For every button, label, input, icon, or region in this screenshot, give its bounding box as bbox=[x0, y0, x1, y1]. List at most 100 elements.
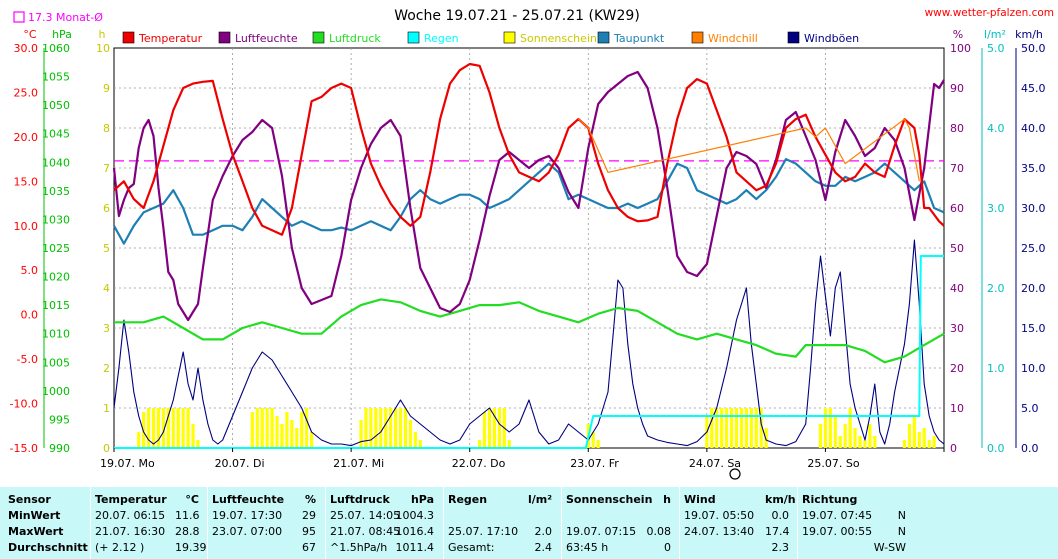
humidity-tick-label: 90 bbox=[950, 82, 964, 95]
stats-divider bbox=[443, 487, 444, 559]
stats-sun-time: 19.07. 07:15 bbox=[566, 525, 637, 538]
stats-wind-value: 17.4 bbox=[765, 525, 790, 538]
pressure-tick-label: 1020 bbox=[42, 271, 70, 284]
sunshine-bar bbox=[310, 432, 314, 448]
site-url[interactable]: www.wetter-pfalzen.com bbox=[925, 7, 1054, 19]
sunshine-bar bbox=[191, 424, 195, 448]
series-luftdruck bbox=[114, 298, 945, 364]
sunshine-bar bbox=[290, 420, 294, 448]
stats-press-value: 1004.3 bbox=[395, 509, 435, 522]
humidity-tick-label: 20 bbox=[950, 362, 964, 375]
sunshine-bar bbox=[146, 408, 151, 448]
sunshine-tick-label: 6 bbox=[103, 202, 110, 215]
stats-header-temp: Temperatur bbox=[95, 493, 167, 506]
pressure-tick-label: 1005 bbox=[42, 356, 70, 369]
legend-label: Windchill bbox=[708, 32, 758, 45]
legend-label: Taupunkt bbox=[613, 32, 665, 45]
sunshine-bar bbox=[369, 408, 373, 448]
pressure-tick-label: 1035 bbox=[42, 185, 70, 198]
x-tick-label: 23.07. Fr bbox=[570, 457, 619, 470]
sunshine-bar bbox=[161, 408, 166, 448]
stats-header-sensor: Sensor bbox=[8, 493, 51, 506]
legend-swatch bbox=[218, 31, 231, 44]
sunshine-bar bbox=[932, 436, 936, 448]
stats-dir-value: N bbox=[897, 525, 906, 538]
sunshine-bar bbox=[853, 428, 857, 448]
rain-tick-label: 0.0 bbox=[987, 442, 1005, 455]
sunshine-bar bbox=[260, 408, 264, 448]
sunshine-bar bbox=[389, 408, 393, 448]
pressure-axis-unit: hPa bbox=[52, 28, 72, 41]
wind-tick-label: 40.0 bbox=[1021, 122, 1046, 135]
sunshine-bar bbox=[759, 408, 763, 448]
sunshine-bar bbox=[868, 424, 872, 448]
sunshine-tick-label: 7 bbox=[103, 162, 110, 175]
pressure-tick-label: 1025 bbox=[42, 242, 70, 255]
legend-swatch bbox=[787, 31, 800, 44]
pressure-tick-label: 1000 bbox=[42, 385, 70, 398]
stats-hum-time: 19.07. 17:30 bbox=[212, 509, 283, 522]
sunshine-bar bbox=[492, 408, 497, 448]
sunshine-bar bbox=[265, 408, 269, 448]
series-luftfeuchte bbox=[112, 70, 945, 322]
sunshine-bar bbox=[285, 412, 289, 448]
sunshine-bar bbox=[729, 408, 734, 448]
stats-rain-value: 2.4 bbox=[534, 541, 553, 554]
stats-sun-value: 0.08 bbox=[646, 525, 672, 538]
sunshine-bar bbox=[725, 408, 729, 448]
legend-swatch bbox=[597, 31, 610, 44]
stats-hum-value: 95 bbox=[302, 525, 316, 538]
stats-temp-value: 11.6 bbox=[175, 509, 200, 522]
wind-tick-label: 35.0 bbox=[1021, 162, 1046, 175]
sunshine-bar bbox=[418, 440, 422, 448]
wind-tick-label: 15.0 bbox=[1021, 322, 1046, 335]
wind-axis-unit: km/h bbox=[1015, 28, 1043, 41]
wind-tick-label: 45.0 bbox=[1021, 82, 1046, 95]
humidity-axis-unit: % bbox=[953, 28, 963, 41]
legend-label: Sonnenschein bbox=[520, 32, 597, 45]
stats-dir-time: 19.07. 07:45 bbox=[802, 509, 873, 522]
sunshine-bar bbox=[858, 436, 862, 448]
sunshine-tick-label: 5 bbox=[103, 242, 110, 255]
stats-sun-time: 63:45 h bbox=[566, 541, 609, 554]
stats-divider bbox=[561, 487, 562, 559]
sunshine-bar bbox=[142, 412, 146, 448]
rain-tick-label: 1.0 bbox=[987, 362, 1005, 375]
pressure-tick-label: 1045 bbox=[42, 128, 70, 141]
sunshine-bar bbox=[171, 408, 175, 448]
stats-wind-value: 2.3 bbox=[771, 541, 790, 554]
rain-tick-label: 4.0 bbox=[987, 122, 1005, 135]
sunshine-bar bbox=[359, 420, 363, 448]
sunshine-bar bbox=[275, 416, 279, 448]
stats-header-wind-unit: km/h bbox=[765, 493, 796, 506]
sunshine-bar bbox=[715, 408, 719, 448]
sunshine-tick-label: 4 bbox=[103, 282, 110, 295]
sunshine-bar bbox=[749, 408, 753, 448]
series-regen bbox=[114, 255, 944, 449]
pressure-tick-label: 990 bbox=[49, 442, 70, 455]
sunshine-bar bbox=[843, 424, 847, 448]
wind-tick-label: 0.0 bbox=[1021, 442, 1039, 455]
sunshine-tick-label: 8 bbox=[103, 122, 110, 135]
stats-temp-time: 21.07. 16:30 bbox=[95, 525, 166, 538]
sunshine-bar bbox=[196, 440, 200, 448]
sunshine-bars bbox=[137, 408, 936, 448]
sunshine-bar bbox=[596, 440, 600, 448]
temperature-axis-unit: °C bbox=[23, 28, 37, 41]
sunshine-bar bbox=[927, 440, 931, 448]
wind-tick-label: 25.0 bbox=[1021, 242, 1046, 255]
wind-tick-label: 50.0 bbox=[1021, 42, 1046, 55]
sunshine-bar bbox=[413, 432, 417, 448]
sunshine-tick-label: 1 bbox=[103, 402, 110, 415]
sunshine-bar bbox=[902, 440, 907, 448]
sunshine-bar bbox=[818, 424, 823, 448]
stats-divider bbox=[207, 487, 208, 559]
pressure-tick-label: 1055 bbox=[42, 71, 70, 84]
monthly-avg-swatch bbox=[13, 11, 25, 23]
stats-temp-value: 19.39 bbox=[175, 541, 207, 554]
pressure-tick-label: 1015 bbox=[42, 299, 70, 312]
temperature-tick-label: 25.0 bbox=[14, 86, 39, 99]
humidity-tick-label: 50 bbox=[950, 242, 964, 255]
stats-rain-time: 25.07. 17:10 bbox=[448, 525, 519, 538]
legend-label: Temperatur bbox=[138, 32, 203, 45]
